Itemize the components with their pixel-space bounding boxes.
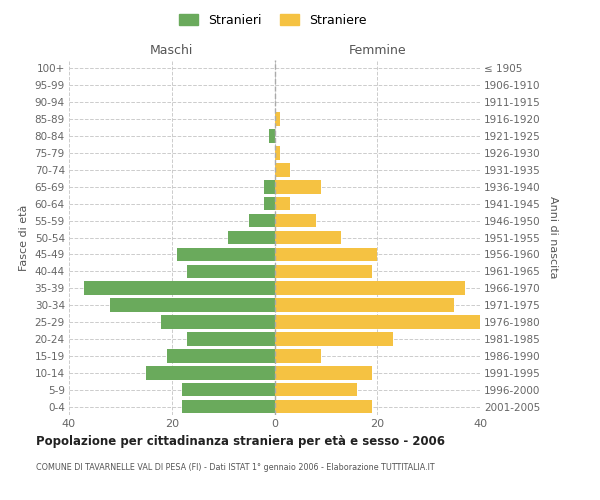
Bar (161, 316, 275, 329)
Bar (275, 264, 372, 278)
Bar (177, 248, 275, 261)
Bar (275, 366, 372, 380)
Bar (264, 180, 275, 194)
Bar (264, 197, 275, 210)
Bar (275, 197, 290, 210)
Bar (275, 383, 356, 396)
Bar (167, 349, 275, 362)
Bar (275, 298, 454, 312)
Bar (187, 264, 275, 278)
Text: Maschi: Maschi (150, 44, 193, 57)
Bar (110, 298, 275, 312)
Bar (275, 163, 290, 176)
Bar (275, 214, 316, 228)
Y-axis label: Anni di nascita: Anni di nascita (548, 196, 557, 279)
Bar (275, 316, 480, 329)
Bar (228, 230, 275, 244)
Bar (275, 332, 392, 345)
Bar (275, 400, 372, 413)
Y-axis label: Fasce di età: Fasce di età (19, 204, 29, 270)
Bar (275, 230, 341, 244)
Text: Popolazione per cittadinanza straniera per età e sesso - 2006: Popolazione per cittadinanza straniera p… (36, 435, 445, 448)
Bar (249, 214, 275, 228)
Bar (275, 146, 280, 160)
Bar (146, 366, 275, 380)
Bar (187, 332, 275, 345)
Bar (275, 349, 321, 362)
Bar (275, 282, 464, 295)
Legend: Stranieri, Straniere: Stranieri, Straniere (175, 8, 371, 32)
Bar (182, 400, 275, 413)
Text: Femmine: Femmine (349, 44, 406, 57)
Bar (275, 180, 321, 194)
Bar (275, 248, 377, 261)
Bar (182, 383, 275, 396)
Bar (275, 112, 280, 126)
Bar (269, 130, 275, 143)
Text: COMUNE DI TAVARNELLE VAL DI PESA (FI) - Dati ISTAT 1° gennaio 2006 - Elaborazion: COMUNE DI TAVARNELLE VAL DI PESA (FI) - … (36, 462, 434, 471)
Bar (85, 282, 275, 295)
